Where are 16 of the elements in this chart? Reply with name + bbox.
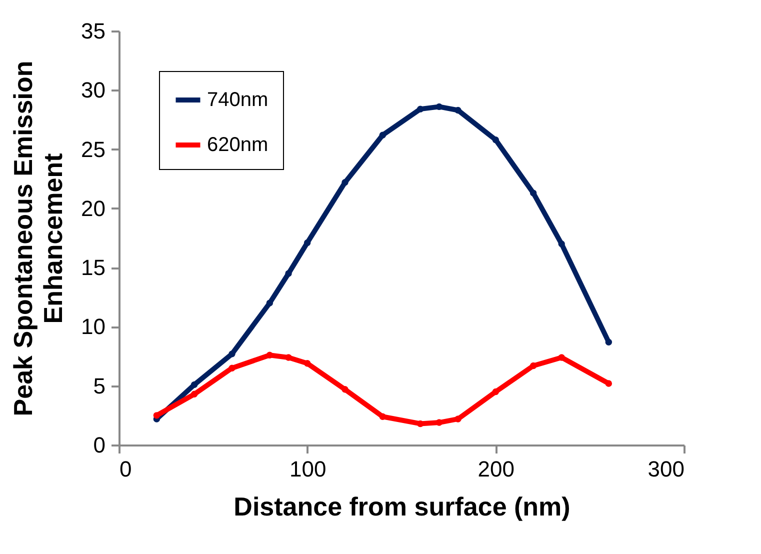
x-tick-label: 0 [120,456,132,482]
x-axis-title: Distance from surface (nm) [234,492,570,522]
y-tick-label: 15 [81,255,106,280]
x-tick-label: 300 [648,456,684,482]
y-tick-label: 0 [93,432,106,458]
y-tick-label: 30 [81,78,106,103]
y-tick-label: 35 [81,18,106,44]
y-tick-label: 5 [93,373,106,398]
y-tick-label: 25 [81,136,106,162]
y-tick-label: 10 [81,314,106,340]
legend-label: 740nm [207,89,268,111]
y-tick-label: 20 [81,196,106,221]
x-tick-label: 200 [478,456,515,482]
legend-label: 620nm [207,134,268,156]
y-axis-title: Peak Spontaneous Emission Enhancement [8,60,68,416]
x-tick-label: 100 [289,456,326,482]
